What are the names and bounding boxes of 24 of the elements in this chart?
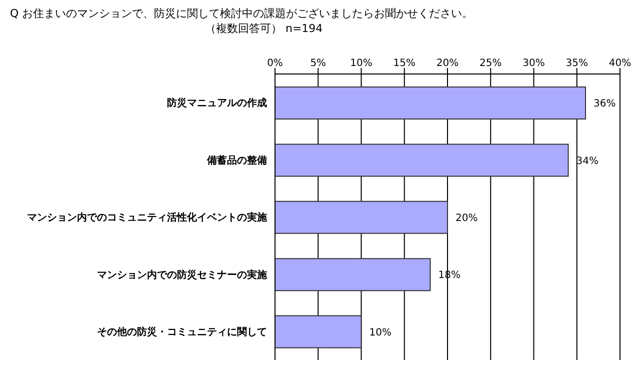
- x-tick-label: 25%: [480, 58, 502, 69]
- y-tick-label: マンション内での防災セミナーの実施: [97, 268, 268, 281]
- bar: [275, 200, 448, 234]
- bar: [275, 258, 431, 292]
- x-tick-label: 0%: [267, 58, 283, 69]
- bar: [275, 144, 569, 177]
- chart-subtitle: （複数回答可） n=194: [205, 21, 323, 36]
- x-tick-label: 30%: [522, 58, 545, 69]
- x-tick-label: 15%: [393, 58, 416, 69]
- y-tick-label: 防災マニュアルの作成: [167, 97, 267, 110]
- bar: [275, 86, 586, 120]
- bar: [275, 315, 362, 348]
- x-tick-label: 20%: [436, 58, 459, 69]
- y-tick-label: 備蓄品の整備: [206, 154, 267, 166]
- data-label: 20%: [456, 212, 478, 224]
- data-label: 36%: [594, 98, 616, 110]
- x-tick-label: 35%: [566, 58, 588, 69]
- y-tick-label: その他の防災・コミュニティに関して: [97, 326, 267, 338]
- data-label: 10%: [369, 327, 392, 338]
- x-tick-label: 5%: [310, 58, 326, 69]
- x-tick-label: 10%: [350, 58, 372, 69]
- x-tick-label: 40%: [608, 58, 632, 69]
- chart-title: Q お住まいのマンションで、防災に関して検討中の課題がございましたらお聞かせください。: [10, 6, 474, 21]
- y-tick-label: マンション内でのコミュニティ活性化イベントの実施: [27, 212, 268, 224]
